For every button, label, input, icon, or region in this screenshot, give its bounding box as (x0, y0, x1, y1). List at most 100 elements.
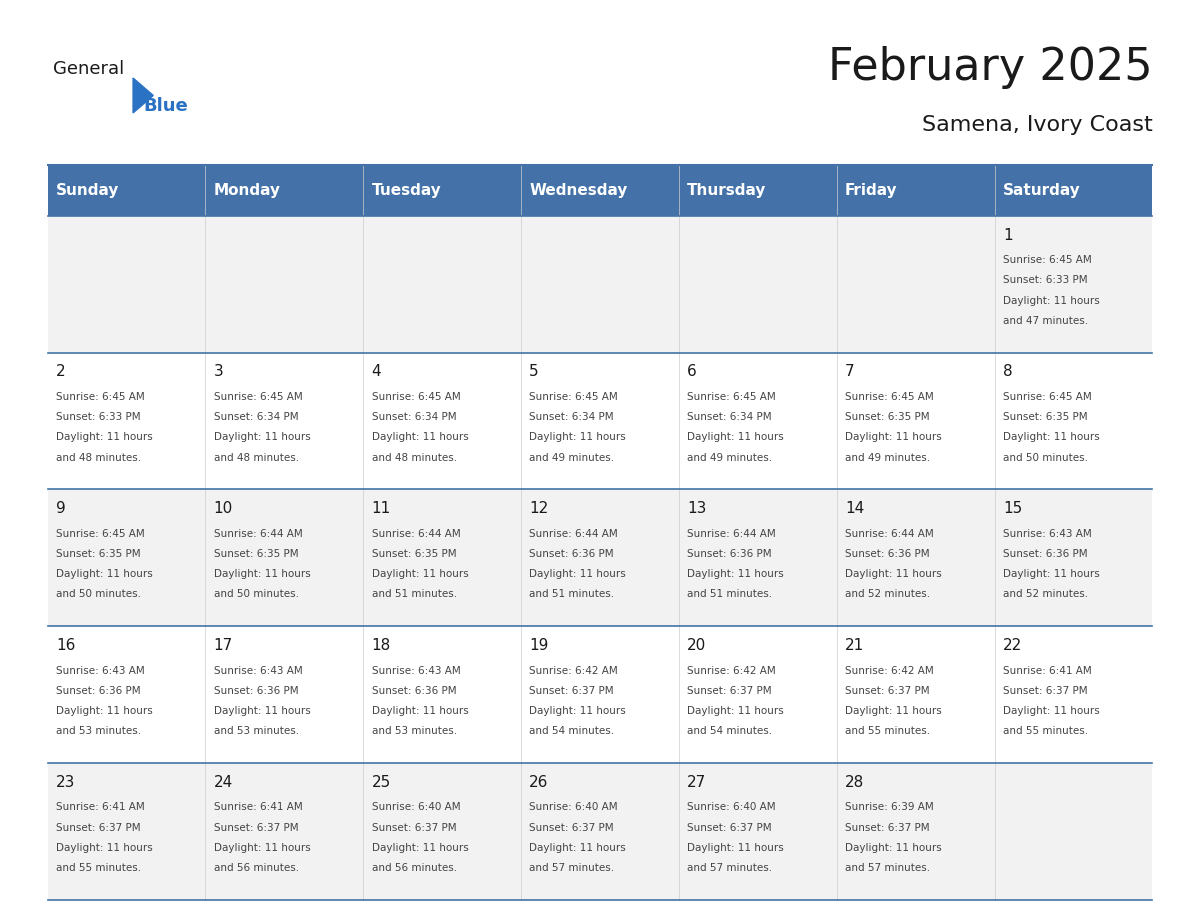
Text: Sunset: 6:37 PM: Sunset: 6:37 PM (845, 823, 930, 833)
Bar (678, 353, 836, 489)
Text: Friday: Friday (845, 183, 898, 198)
Text: Sunrise: 6:44 AM: Sunrise: 6:44 AM (845, 529, 934, 539)
Text: Sunset: 6:36 PM: Sunset: 6:36 PM (56, 686, 140, 696)
Text: Daylight: 11 hours: Daylight: 11 hours (372, 569, 468, 579)
Text: and 47 minutes.: and 47 minutes. (1003, 316, 1088, 326)
Bar (836, 216, 994, 353)
Text: and 50 minutes.: and 50 minutes. (214, 589, 298, 599)
Text: Daylight: 11 hours: Daylight: 11 hours (687, 432, 784, 442)
Text: Sunrise: 6:45 AM: Sunrise: 6:45 AM (1003, 392, 1092, 402)
Polygon shape (133, 78, 153, 113)
Text: Daylight: 11 hours: Daylight: 11 hours (530, 432, 626, 442)
Text: Sunrise: 6:43 AM: Sunrise: 6:43 AM (56, 666, 145, 676)
Text: Wednesday: Wednesday (530, 183, 627, 198)
Bar (48, 489, 206, 626)
Text: General: General (53, 60, 125, 78)
Text: Daylight: 11 hours: Daylight: 11 hours (845, 843, 942, 853)
Text: 28: 28 (845, 775, 864, 789)
Text: Daylight: 11 hours: Daylight: 11 hours (687, 569, 784, 579)
Text: 17: 17 (214, 638, 233, 653)
Text: Sunrise: 6:40 AM: Sunrise: 6:40 AM (687, 802, 776, 812)
Text: Sunset: 6:36 PM: Sunset: 6:36 PM (687, 549, 772, 559)
Text: Sunset: 6:37 PM: Sunset: 6:37 PM (845, 686, 930, 696)
Text: 18: 18 (372, 638, 391, 653)
Bar (678, 763, 836, 900)
Text: and 55 minutes.: and 55 minutes. (845, 726, 930, 736)
Text: Sunrise: 6:39 AM: Sunrise: 6:39 AM (845, 802, 934, 812)
Text: Daylight: 11 hours: Daylight: 11 hours (372, 843, 468, 853)
Bar (522, 165, 678, 216)
Text: Sunrise: 6:42 AM: Sunrise: 6:42 AM (687, 666, 776, 676)
Text: Daylight: 11 hours: Daylight: 11 hours (56, 569, 152, 579)
Bar (48, 763, 206, 900)
Text: and 48 minutes.: and 48 minutes. (372, 453, 456, 463)
Text: 24: 24 (214, 775, 233, 789)
Bar (364, 165, 522, 216)
Text: 10: 10 (214, 501, 233, 516)
Text: Sunset: 6:37 PM: Sunset: 6:37 PM (687, 686, 772, 696)
Text: Daylight: 11 hours: Daylight: 11 hours (1003, 432, 1100, 442)
Bar (364, 216, 522, 353)
Bar (522, 353, 678, 489)
Text: Sunset: 6:34 PM: Sunset: 6:34 PM (530, 412, 614, 422)
Text: 22: 22 (1003, 638, 1022, 653)
Text: Thursday: Thursday (687, 183, 766, 198)
Text: Daylight: 11 hours: Daylight: 11 hours (214, 843, 310, 853)
Text: Sunrise: 6:41 AM: Sunrise: 6:41 AM (56, 802, 145, 812)
Text: Daylight: 11 hours: Daylight: 11 hours (214, 569, 310, 579)
Text: Sunrise: 6:45 AM: Sunrise: 6:45 AM (372, 392, 460, 402)
Text: Sunrise: 6:45 AM: Sunrise: 6:45 AM (214, 392, 303, 402)
Text: Sunrise: 6:45 AM: Sunrise: 6:45 AM (845, 392, 934, 402)
Text: and 55 minutes.: and 55 minutes. (1003, 726, 1088, 736)
Bar (48, 165, 206, 216)
Text: 16: 16 (56, 638, 75, 653)
Text: and 48 minutes.: and 48 minutes. (214, 453, 299, 463)
Text: Sunset: 6:35 PM: Sunset: 6:35 PM (372, 549, 456, 559)
Text: 11: 11 (372, 501, 391, 516)
Text: Sunrise: 6:45 AM: Sunrise: 6:45 AM (1003, 255, 1092, 265)
Text: 21: 21 (845, 638, 864, 653)
Text: Sunset: 6:37 PM: Sunset: 6:37 PM (214, 823, 298, 833)
Bar (48, 216, 206, 353)
Bar (678, 626, 836, 763)
Text: Sunrise: 6:45 AM: Sunrise: 6:45 AM (56, 529, 145, 539)
Text: Daylight: 11 hours: Daylight: 11 hours (845, 706, 942, 716)
Text: Daylight: 11 hours: Daylight: 11 hours (845, 569, 942, 579)
Bar (994, 489, 1152, 626)
Text: Sunrise: 6:45 AM: Sunrise: 6:45 AM (56, 392, 145, 402)
Text: Sunset: 6:37 PM: Sunset: 6:37 PM (56, 823, 140, 833)
Text: Sunset: 6:36 PM: Sunset: 6:36 PM (214, 686, 298, 696)
Bar (678, 216, 836, 353)
Text: Daylight: 11 hours: Daylight: 11 hours (687, 843, 784, 853)
Text: Sunset: 6:37 PM: Sunset: 6:37 PM (372, 823, 456, 833)
Text: Daylight: 11 hours: Daylight: 11 hours (56, 843, 152, 853)
Text: 4: 4 (372, 364, 381, 379)
Text: Blue: Blue (144, 96, 189, 115)
Text: Sunset: 6:36 PM: Sunset: 6:36 PM (372, 686, 456, 696)
Bar (836, 626, 994, 763)
Bar (678, 165, 836, 216)
Text: Sunset: 6:34 PM: Sunset: 6:34 PM (214, 412, 298, 422)
Bar (994, 763, 1152, 900)
Bar (836, 165, 994, 216)
Bar (836, 489, 994, 626)
Text: Sunrise: 6:42 AM: Sunrise: 6:42 AM (530, 666, 618, 676)
Text: and 50 minutes.: and 50 minutes. (1003, 453, 1088, 463)
Bar (994, 165, 1152, 216)
Text: Daylight: 11 hours: Daylight: 11 hours (1003, 706, 1100, 716)
Text: 23: 23 (56, 775, 75, 789)
Text: Daylight: 11 hours: Daylight: 11 hours (214, 706, 310, 716)
Text: Sunrise: 6:44 AM: Sunrise: 6:44 AM (530, 529, 618, 539)
Bar (364, 489, 522, 626)
Text: and 53 minutes.: and 53 minutes. (214, 726, 299, 736)
Text: 25: 25 (372, 775, 391, 789)
Bar (522, 763, 678, 900)
Bar (836, 353, 994, 489)
Bar (994, 353, 1152, 489)
Text: 14: 14 (845, 501, 864, 516)
Text: Sunset: 6:37 PM: Sunset: 6:37 PM (530, 686, 614, 696)
Text: Sunset: 6:35 PM: Sunset: 6:35 PM (1003, 412, 1087, 422)
Text: and 56 minutes.: and 56 minutes. (214, 863, 299, 873)
Text: and 54 minutes.: and 54 minutes. (530, 726, 614, 736)
Text: Sunrise: 6:44 AM: Sunrise: 6:44 AM (372, 529, 460, 539)
